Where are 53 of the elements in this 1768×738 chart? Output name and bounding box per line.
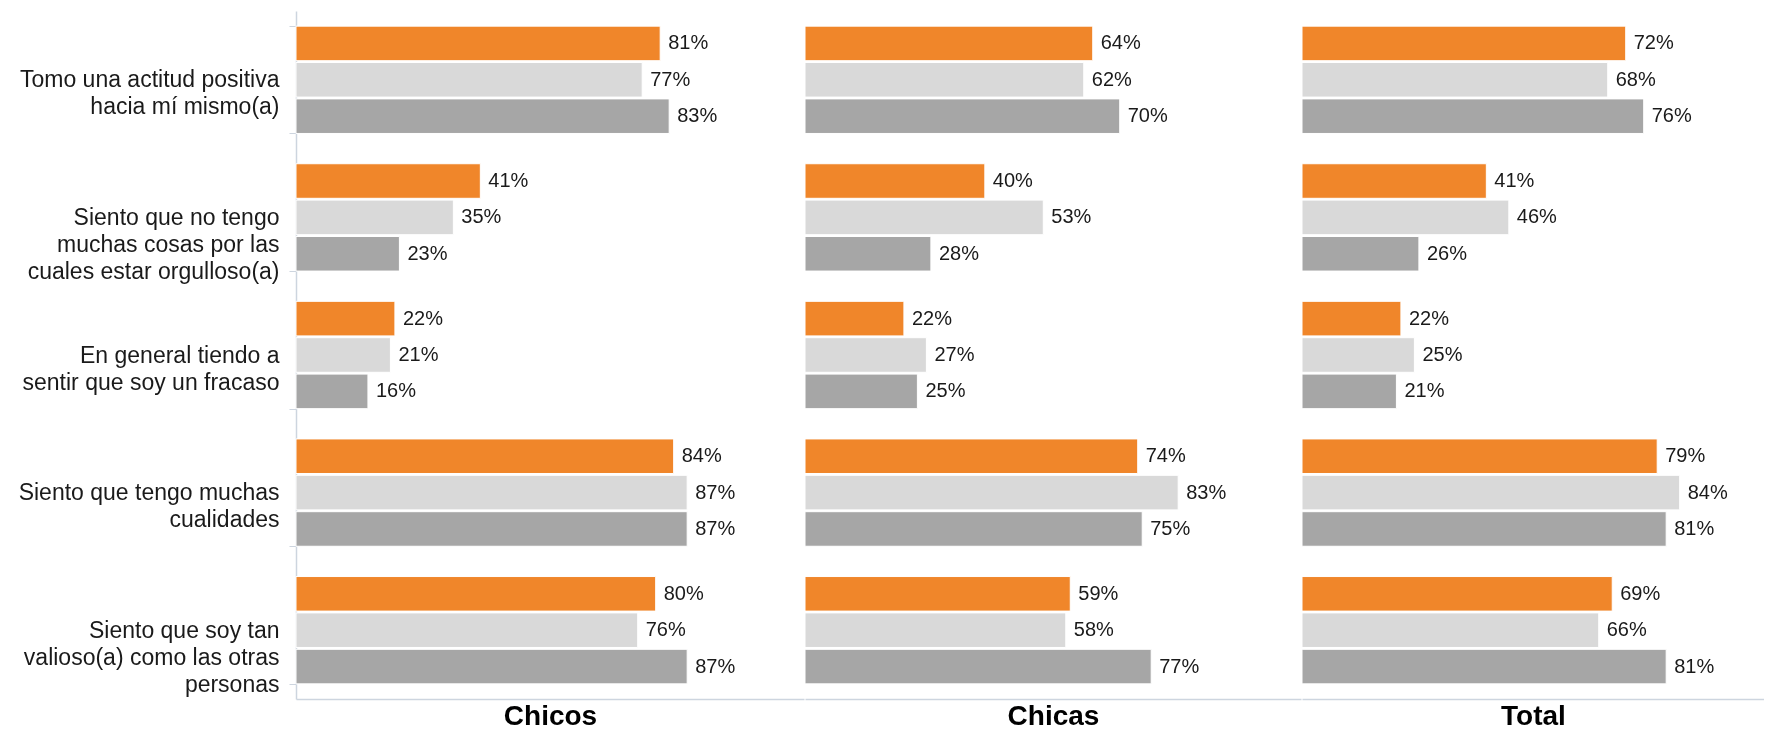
data-label: 75% [1150, 516, 1191, 539]
data-label: 84% [1687, 480, 1728, 503]
y-tick-label: En general tiendo a sentir que soy un fracaso [22, 341, 280, 395]
data-label: 70% [1127, 104, 1168, 127]
data-label: 76% [1651, 104, 1692, 127]
x-axis-title: Total [1501, 699, 1566, 731]
data-label: 41% [1494, 169, 1535, 192]
data-label: 16% [375, 379, 417, 402]
data-label: 62% [1091, 67, 1132, 90]
data-label: 27% [934, 343, 975, 365]
data-label: 81% [1674, 516, 1715, 539]
data-label: 80% [663, 581, 704, 604]
data-label: 87% [695, 480, 736, 503]
data-label: 58% [1073, 618, 1115, 641]
data-label: 23% [407, 241, 448, 264]
data-label: 64% [1100, 31, 1141, 54]
x-axis-title: Chicas [1007, 699, 1100, 731]
data-label: 22% [911, 306, 953, 329]
data-label: 59% [1078, 581, 1119, 604]
data-label: 69% [1620, 581, 1661, 604]
data-label: 26% [1426, 241, 1468, 264]
data-label: 83% [677, 104, 718, 127]
data-label: 40% [992, 169, 1034, 192]
data-label: 72% [1633, 31, 1674, 54]
data-label: 74% [1145, 444, 1186, 467]
y-tick-label: Tomo una actitud positiva hacia mí mismo(a) [19, 66, 280, 120]
data-label: 77% [1159, 654, 1200, 677]
data-label: 66% [1606, 618, 1647, 641]
data-label: 41% [488, 169, 529, 192]
data-label: 79% [1665, 444, 1706, 467]
data-label: 77% [650, 67, 691, 90]
y-tick-label: Siento que soy tan valioso(a) como las otras personas [23, 616, 280, 697]
data-label: 87% [695, 516, 736, 539]
data-label: 53% [1051, 205, 1092, 228]
data-label: 21% [398, 343, 439, 365]
data-label: 21% [1404, 379, 1445, 402]
y-tick-label: Siento que no tengo muchas cosas por las cuales estar orgulloso(a) [27, 203, 280, 284]
data-label: 22% [402, 306, 444, 329]
data-label: 25% [925, 379, 966, 402]
data-label: 81% [668, 31, 709, 54]
x-axis-title: Chicos [503, 699, 598, 731]
data-label: 84% [681, 444, 722, 467]
data-label: 35% [461, 205, 502, 228]
data-label: 46% [1516, 205, 1558, 228]
data-label: 28% [938, 241, 980, 264]
data-label: 87% [695, 654, 736, 677]
data-label: 81% [1674, 654, 1715, 677]
data-label: 76% [645, 618, 686, 641]
data-label: 25% [1422, 343, 1463, 365]
data-label: 22% [1408, 306, 1450, 329]
y-tick-label: Siento que tengo muchas cualidades [18, 479, 280, 533]
data-label: 68% [1615, 67, 1656, 90]
data-label: 83% [1186, 480, 1227, 503]
